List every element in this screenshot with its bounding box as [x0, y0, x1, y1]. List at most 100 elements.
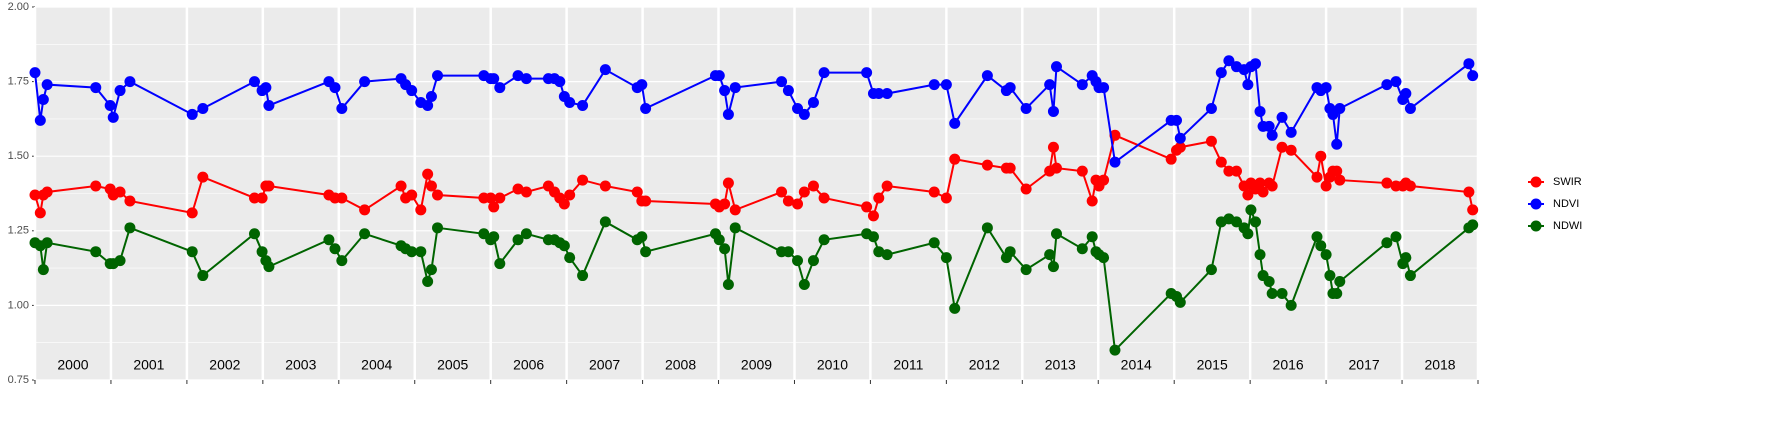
- data-point: [260, 82, 272, 94]
- data-point: [263, 180, 275, 192]
- year-label: 2008: [665, 357, 696, 373]
- data-point: [981, 222, 993, 234]
- data-point: [1174, 296, 1186, 308]
- data-point: [981, 70, 993, 82]
- data-point: [636, 79, 648, 91]
- data-point: [1400, 88, 1412, 100]
- data-point: [1263, 120, 1275, 132]
- data-point: [1381, 177, 1393, 189]
- year-label: 2011: [893, 357, 923, 373]
- data-point: [1311, 171, 1323, 183]
- data-point: [1331, 138, 1343, 150]
- data-point: [782, 195, 794, 207]
- y-tick-label: 1.75: [8, 76, 29, 88]
- data-point: [558, 198, 570, 210]
- data-point: [512, 183, 524, 195]
- data-point: [1215, 156, 1227, 168]
- data-point: [1249, 216, 1261, 228]
- data-point: [520, 73, 532, 85]
- data-point: [807, 180, 819, 192]
- data-point: [1390, 231, 1402, 243]
- data-point: [197, 102, 209, 114]
- data-point: [1467, 70, 1479, 82]
- data-point: [395, 180, 407, 192]
- data-point: [114, 255, 126, 267]
- data-point: [406, 189, 418, 201]
- data-point: [873, 192, 885, 204]
- data-point: [577, 174, 589, 186]
- data-point: [186, 246, 198, 258]
- data-point: [1315, 150, 1327, 162]
- data-point: [90, 82, 102, 94]
- data-point: [873, 88, 885, 100]
- data-point: [1004, 82, 1016, 94]
- data-point: [1257, 186, 1269, 198]
- legend-item: NDWI: [1528, 220, 1582, 232]
- data-point: [432, 189, 444, 201]
- data-point: [1050, 228, 1062, 240]
- legend-label: SWIR: [1553, 176, 1582, 188]
- data-point: [336, 102, 348, 114]
- year-label: 2005: [437, 357, 468, 373]
- data-point: [881, 88, 893, 100]
- data-point: [494, 82, 506, 94]
- year-label: 2007: [589, 357, 620, 373]
- data-point: [1205, 264, 1217, 276]
- data-point: [124, 195, 136, 207]
- data-point: [577, 99, 589, 111]
- data-point: [1400, 252, 1412, 264]
- data-point: [719, 243, 731, 255]
- data-point: [485, 192, 497, 204]
- data-point: [37, 94, 49, 106]
- data-point: [1381, 237, 1393, 249]
- data-point: [104, 99, 116, 111]
- data-point: [1263, 276, 1275, 288]
- data-point: [1174, 132, 1186, 144]
- data-point: [432, 222, 444, 234]
- data-point: [1242, 79, 1254, 91]
- data-point: [867, 231, 879, 243]
- data-point: [729, 222, 741, 234]
- data-point: [1249, 58, 1261, 70]
- data-point: [631, 186, 643, 198]
- data-point: [1230, 165, 1242, 177]
- legend-item: NDVI: [1528, 198, 1579, 210]
- data-point: [37, 264, 49, 276]
- data-point: [1098, 252, 1110, 264]
- data-point: [406, 85, 418, 97]
- data-point: [1230, 216, 1242, 228]
- data-point: [1050, 61, 1062, 73]
- data-point: [359, 204, 371, 216]
- data-point: [792, 198, 804, 210]
- data-point: [881, 180, 893, 192]
- data-point: [867, 210, 879, 222]
- data-point: [1047, 261, 1059, 273]
- data-point: [1242, 228, 1254, 240]
- data-point: [1076, 79, 1088, 91]
- data-point: [336, 192, 348, 204]
- data-point: [1245, 204, 1257, 216]
- data-point: [512, 234, 524, 246]
- data-point: [406, 246, 418, 258]
- data-point: [807, 255, 819, 267]
- data-point: [776, 186, 788, 198]
- data-point: [640, 246, 652, 258]
- data-point: [599, 64, 611, 76]
- data-point: [1215, 67, 1227, 79]
- data-point: [1285, 126, 1297, 138]
- data-point: [1254, 105, 1266, 117]
- data-point: [1004, 162, 1016, 174]
- data-point: [1467, 204, 1479, 216]
- data-point: [873, 246, 885, 258]
- data-point: [520, 228, 532, 240]
- data-point: [1334, 276, 1346, 288]
- data-point: [494, 258, 506, 270]
- legend-marker: [1530, 198, 1542, 210]
- year-label: 2002: [209, 357, 240, 373]
- data-point: [1205, 135, 1217, 147]
- data-point: [1086, 195, 1098, 207]
- data-point: [1254, 177, 1266, 189]
- data-point: [422, 276, 434, 288]
- data-point: [1047, 105, 1059, 117]
- year-label: 2000: [57, 357, 88, 373]
